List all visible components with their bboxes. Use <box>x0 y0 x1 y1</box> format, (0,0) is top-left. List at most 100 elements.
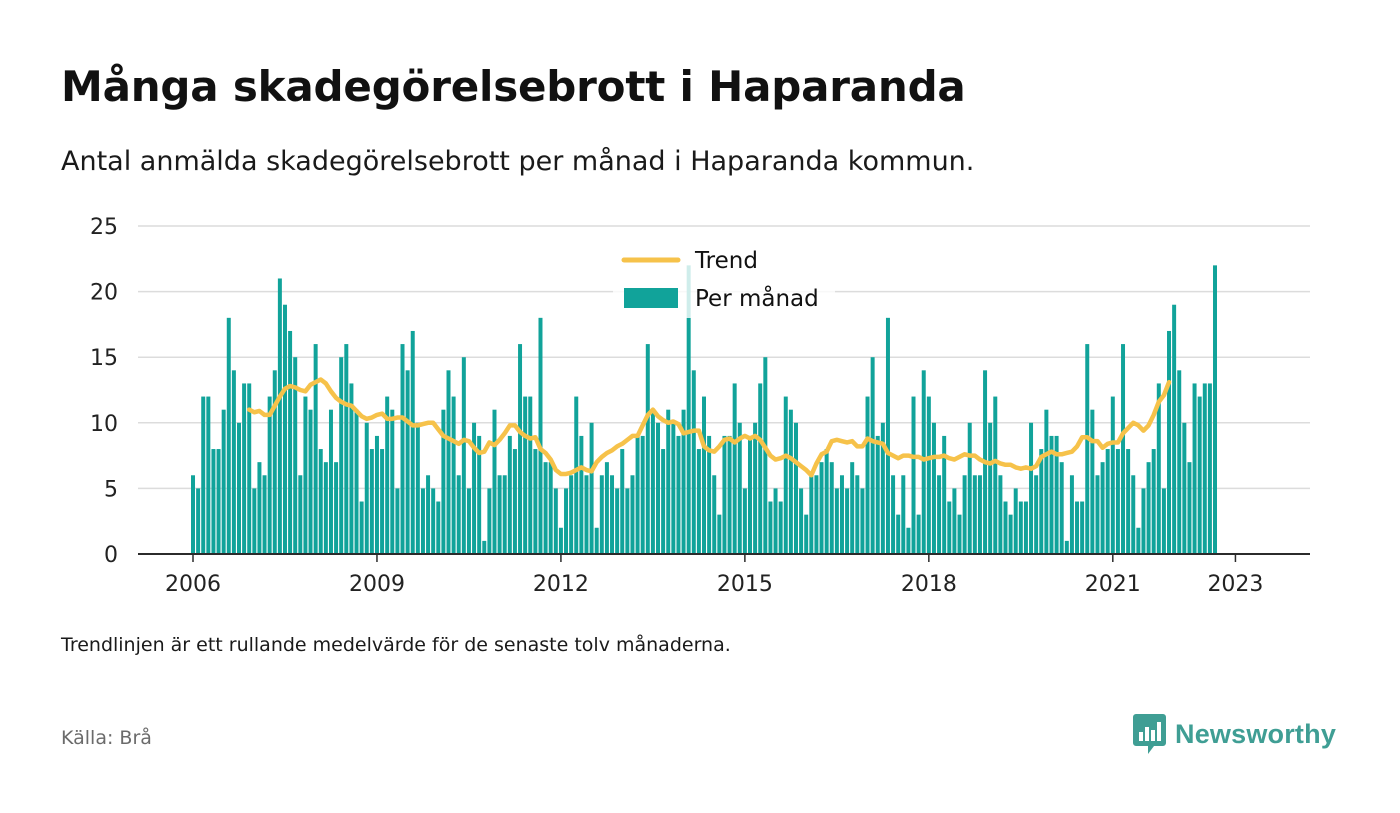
bar <box>451 396 456 554</box>
bar <box>681 409 686 554</box>
bar <box>492 409 497 554</box>
bar <box>558 527 563 554</box>
bar <box>1177 370 1182 554</box>
bar <box>972 475 977 554</box>
bar <box>1172 304 1177 554</box>
bar <box>650 409 655 554</box>
bar <box>1003 501 1008 554</box>
bar <box>1090 409 1095 554</box>
bar <box>1034 475 1039 554</box>
x-tick-label: 2009 <box>349 572 405 597</box>
bar <box>512 449 517 554</box>
bar <box>645 344 650 554</box>
legend-bar-swatch <box>624 288 678 308</box>
bar <box>548 462 553 554</box>
chart-footnote: Trendlinjen är ett rullande medelvärde f… <box>61 634 731 656</box>
bar <box>998 475 1003 554</box>
page-title: Många skadegörelsebrott i Haparanda <box>61 62 966 111</box>
bar <box>1136 527 1141 554</box>
bar <box>553 488 558 554</box>
bar <box>911 396 916 554</box>
bar <box>891 475 896 554</box>
bar <box>569 475 574 554</box>
bar <box>277 278 282 554</box>
bar <box>722 435 727 554</box>
bar <box>441 409 446 554</box>
bar <box>456 475 461 554</box>
bar <box>543 462 548 554</box>
bar <box>916 514 921 554</box>
bar <box>850 462 855 554</box>
bar <box>783 396 788 554</box>
bar <box>206 396 211 554</box>
y-tick-label: 10 <box>90 412 118 437</box>
bar-series <box>191 265 1217 554</box>
bar <box>885 317 890 554</box>
bar <box>839 475 844 554</box>
bar <box>1069 475 1074 554</box>
bar <box>201 396 206 554</box>
bar <box>1054 435 1059 554</box>
bar <box>809 475 814 554</box>
bar <box>640 435 645 554</box>
bar <box>313 344 318 554</box>
bar <box>671 422 676 554</box>
bar <box>293 357 298 554</box>
brand-name: Newsworthy <box>1175 718 1337 749</box>
y-tick-label: 15 <box>90 346 118 371</box>
bar <box>231 370 236 554</box>
newsworthy-logo[interactable]: Newsworthy <box>1133 712 1336 756</box>
bar <box>686 265 691 554</box>
bar <box>625 488 630 554</box>
bar <box>1167 330 1172 554</box>
bar <box>799 488 804 554</box>
bar <box>1064 540 1069 554</box>
y-tick-label: 25 <box>90 215 118 240</box>
bar <box>875 435 880 554</box>
bar <box>518 344 523 554</box>
bar <box>211 449 216 554</box>
bar <box>630 475 635 554</box>
bar <box>758 383 763 554</box>
bar <box>696 449 701 554</box>
bar <box>369 449 374 554</box>
bar <box>589 422 594 554</box>
bar <box>1023 501 1028 554</box>
bar <box>860 488 865 554</box>
bar <box>472 422 477 554</box>
chart-subtitle: Antal anmälda skadegörelsebrott per måna… <box>61 146 975 177</box>
bar <box>538 317 543 554</box>
bar <box>1013 488 1018 554</box>
bar <box>620 449 625 554</box>
bar <box>962 475 967 554</box>
bar <box>604 462 609 554</box>
bar <box>436 501 441 554</box>
bar <box>676 435 681 554</box>
bar <box>1126 449 1131 554</box>
bar <box>763 357 768 554</box>
bar <box>921 370 926 554</box>
bar <box>1115 449 1120 554</box>
bar <box>191 475 195 554</box>
bar <box>584 475 589 554</box>
bar <box>988 422 993 554</box>
bar <box>880 422 885 554</box>
legend-bar-label: Per månad <box>695 284 819 312</box>
bar <box>482 540 487 554</box>
bar <box>1131 475 1136 554</box>
bar <box>323 462 328 554</box>
bar <box>773 488 778 554</box>
bar <box>1207 383 1212 554</box>
bar <box>1121 344 1126 554</box>
bar <box>717 514 722 554</box>
bar <box>272 370 277 554</box>
bar <box>339 357 344 554</box>
bar <box>380 449 385 554</box>
bar <box>267 396 272 554</box>
bar <box>906 527 911 554</box>
bar <box>737 422 742 554</box>
bar <box>461 357 466 554</box>
bar <box>727 435 732 554</box>
bar-chart-icon <box>1133 714 1166 754</box>
x-tick-label: 2023 <box>1207 572 1263 597</box>
